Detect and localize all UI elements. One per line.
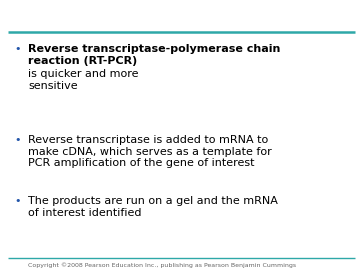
Text: •: • [15, 135, 21, 145]
Text: Copyright ©2008 Pearson Education Inc., publishing as Pearson Benjamin Cummings: Copyright ©2008 Pearson Education Inc., … [28, 262, 296, 268]
Text: •: • [15, 196, 21, 206]
Text: is quicker and more
sensitive: is quicker and more sensitive [28, 69, 139, 91]
Text: The products are run on a gel and the mRNA
of interest identified: The products are run on a gel and the mR… [28, 196, 278, 218]
Text: •: • [15, 44, 21, 54]
Text: Reverse transcriptase-polymerase chain
reaction (RT-PCR): Reverse transcriptase-polymerase chain r… [28, 44, 280, 65]
Text: Reverse transcriptase is added to mRNA to
make cDNA, which serves as a template : Reverse transcriptase is added to mRNA t… [28, 135, 272, 168]
